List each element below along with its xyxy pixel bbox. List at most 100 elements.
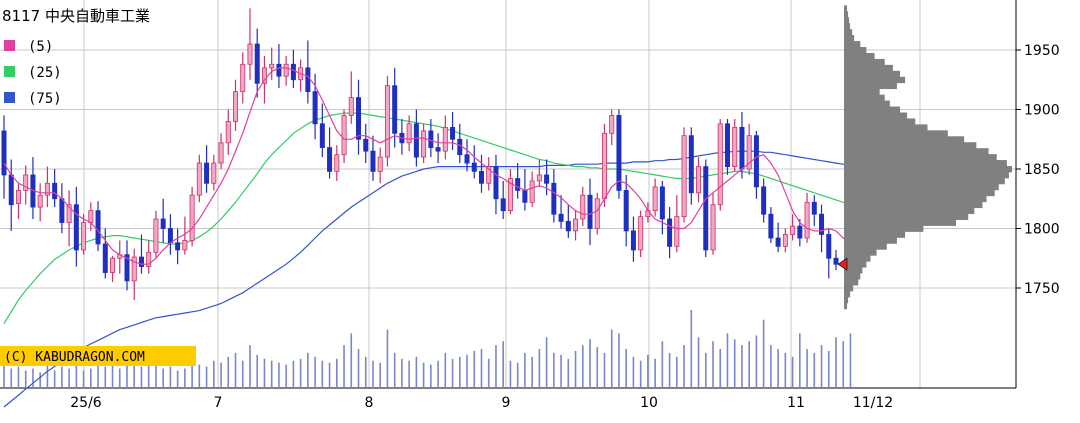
profile-bar [844, 124, 928, 131]
candle-body [659, 186, 665, 220]
candle-body [630, 230, 636, 251]
candle-body [261, 67, 267, 84]
candle-body [1, 130, 7, 176]
candle-body [160, 218, 166, 229]
candle-body [319, 123, 325, 148]
candle-body [363, 138, 369, 152]
x-tick-label: 11/12 [853, 395, 893, 411]
candle-body [442, 126, 448, 152]
candle-body [81, 222, 87, 251]
candle-body [59, 198, 65, 223]
profile-bar [844, 267, 863, 274]
candle-body [667, 218, 673, 247]
profile-bar [844, 261, 867, 268]
candle-body [240, 63, 246, 93]
profile-bar [844, 237, 897, 244]
candle-body [327, 147, 333, 172]
candle-body [428, 130, 434, 148]
profile-bar [844, 70, 900, 78]
candle-body [580, 194, 586, 220]
candle-body [392, 85, 398, 134]
x-tick-label: 8 [365, 395, 374, 411]
candle-body [334, 154, 340, 172]
profile-bar [844, 112, 908, 119]
last-price-marker [837, 257, 848, 271]
profile-bar [844, 100, 890, 107]
candle-body [450, 126, 456, 140]
candle-body [486, 166, 492, 184]
profile-bar [844, 76, 906, 84]
volume-profile [837, 5, 1012, 310]
candle-body [638, 216, 644, 251]
y-tick-label: 1900 [1024, 103, 1060, 119]
candle-body [66, 204, 72, 223]
candle-body [189, 194, 195, 241]
candle-body [529, 180, 535, 203]
candle-body [175, 242, 181, 251]
legend-label-ma25: (25) [28, 65, 62, 81]
candle-body [110, 257, 116, 273]
candle-body [471, 162, 477, 172]
candle-body [464, 154, 470, 164]
candle-body [341, 115, 347, 156]
profile-bar [844, 52, 875, 60]
y-axis: 1750 1800 1850 1900 1950 [1016, 43, 1060, 297]
profile-bar [844, 160, 1007, 167]
candle-body [507, 178, 513, 212]
candle-body [696, 166, 702, 194]
ma5-line-group [3, 67, 851, 265]
profile-bar [844, 47, 867, 54]
candle-body [623, 190, 629, 232]
candle-body [73, 204, 79, 251]
candle-body [37, 194, 43, 208]
x-tick-label: 7 [214, 395, 223, 411]
candle-body [674, 216, 680, 247]
profile-bar [844, 166, 1012, 173]
candle-body [724, 123, 730, 168]
profile-bar [844, 41, 861, 48]
ma25-line [3, 112, 851, 325]
profile-bar [844, 290, 851, 298]
candle-body [413, 123, 419, 158]
candle-body [406, 123, 412, 144]
candle-body [616, 115, 622, 191]
profile-bar [844, 213, 969, 220]
candle-body [196, 162, 202, 196]
profile-bar [844, 130, 948, 137]
candle-body [573, 218, 579, 232]
profile-bar [844, 142, 977, 149]
profile-bar [844, 207, 975, 215]
candle-body [218, 142, 224, 164]
candle-body [609, 115, 615, 134]
legend-swatch-ma75 [4, 92, 15, 103]
candle-body [710, 204, 716, 251]
candle-body [247, 43, 253, 65]
candle-body [138, 256, 144, 267]
profile-bar [844, 58, 885, 66]
candle-body [594, 198, 600, 229]
candle-body [515, 178, 521, 191]
candle-body [254, 43, 260, 84]
profile-bar [844, 249, 877, 256]
candle-body [370, 150, 376, 172]
volume-bars [3, 310, 852, 388]
candle-body [703, 166, 709, 251]
candle-body [283, 63, 289, 77]
profile-bar [844, 296, 849, 304]
candle-body [167, 228, 173, 244]
candle-body [95, 210, 101, 245]
profile-bar [844, 219, 956, 226]
x-axis: 25/6 7 8 9 10 11 11/12 [70, 395, 893, 411]
candle-body [739, 126, 745, 170]
candle-body [826, 234, 832, 259]
candle-body [124, 254, 130, 282]
candle-body [421, 130, 427, 158]
profile-bar [844, 29, 853, 36]
candle-body [782, 234, 788, 247]
candle-body [290, 63, 296, 81]
profile-bar [844, 82, 897, 90]
candle-body [153, 218, 159, 253]
candle-body [775, 237, 781, 247]
candle-body [377, 156, 383, 172]
candle-body [348, 97, 354, 116]
